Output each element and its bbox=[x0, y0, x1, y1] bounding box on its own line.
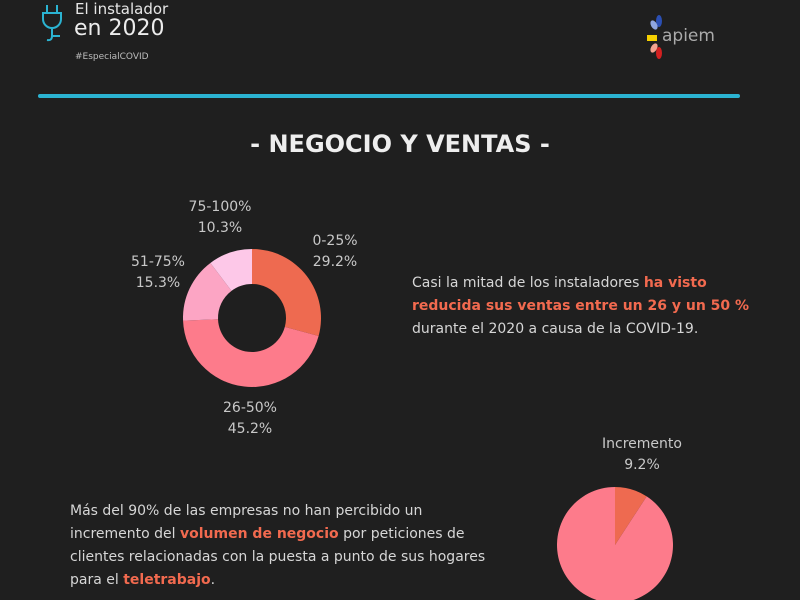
donut-slice-3 bbox=[210, 249, 252, 291]
donut-label-2: 51-75% 15.3% bbox=[108, 252, 208, 294]
value-label: 10.3% bbox=[197, 220, 243, 236]
category-label: 75-100% bbox=[188, 199, 252, 215]
value-label: 29.2% bbox=[312, 254, 358, 270]
donut-slice-1 bbox=[183, 319, 319, 387]
text: Más del 90% de las empresas no han perci… bbox=[70, 503, 423, 542]
category-label: 0-25% bbox=[312, 233, 358, 249]
value-label: 45.2% bbox=[227, 421, 273, 437]
apiem-logo bbox=[645, 15, 669, 65]
section-title: - NEGOCIO Y VENTAS - bbox=[250, 130, 550, 158]
text: durante el 2020 a causa de la COVID-19. bbox=[412, 321, 699, 337]
pie-slice-1 bbox=[557, 487, 673, 600]
brand-line2: en 2020 bbox=[74, 16, 165, 41]
text: . bbox=[210, 572, 216, 588]
category-label: Incremento bbox=[602, 436, 682, 452]
pie-label-0: Incremento 9.2% bbox=[572, 434, 712, 476]
category-label: 26-50% bbox=[223, 400, 277, 416]
header-divider bbox=[38, 94, 740, 98]
donut-label-0: 0-25% 29.2% bbox=[285, 231, 385, 273]
business-paragraph: Más del 90% de las empresas no han perci… bbox=[70, 500, 490, 592]
text: por peticiones de clientes relacionadas … bbox=[70, 526, 486, 588]
hashtag: #EspecialCOVID bbox=[75, 52, 149, 62]
pie-slice-0 bbox=[615, 487, 647, 545]
highlight-text: ha visto reducida sus ventas entre un 26… bbox=[412, 275, 750, 314]
highlight-text: teletrabajo bbox=[123, 572, 211, 588]
donut-slice-0 bbox=[252, 249, 322, 336]
plug-icon bbox=[38, 3, 68, 49]
brand-line1: El instalador bbox=[75, 0, 169, 18]
value-label: 9.2% bbox=[624, 457, 660, 473]
category-label: 51-75% bbox=[131, 254, 185, 270]
donut-label-1: 26-50% 45.2% bbox=[200, 398, 300, 440]
value-label: 15.3% bbox=[135, 275, 181, 291]
donut-slice-2 bbox=[183, 262, 232, 321]
logo-text: apiem bbox=[662, 26, 715, 46]
highlight-text: volumen de negocio bbox=[180, 526, 339, 542]
donut-label-3: 75-100% 10.3% bbox=[170, 197, 270, 239]
text: Casi la mitad de los instaladores bbox=[412, 275, 644, 291]
sales-paragraph: Casi la mitad de los instaladores ha vis… bbox=[412, 272, 752, 341]
